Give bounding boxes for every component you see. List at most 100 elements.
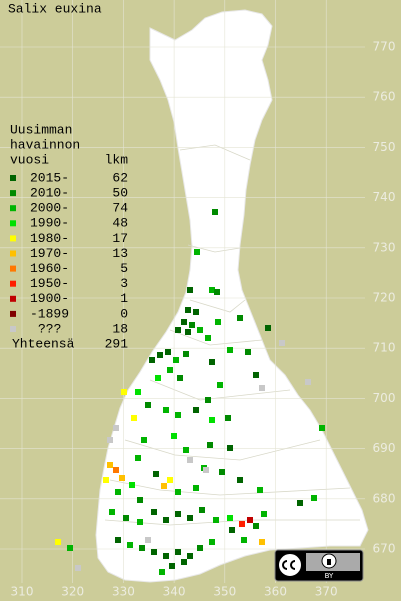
- observation-square: [121, 389, 127, 395]
- observation-square: [187, 287, 193, 293]
- easting-label: 370: [315, 585, 338, 599]
- northing-label: 680: [373, 491, 396, 505]
- by-figure: [327, 559, 331, 565]
- legend-count: 1: [120, 291, 128, 306]
- observation-square: [155, 375, 161, 381]
- observation-square: [137, 519, 143, 525]
- northing-label: 750: [373, 140, 396, 154]
- observation-square: [119, 475, 125, 481]
- observation-square: [175, 489, 181, 495]
- observation-square: [163, 553, 169, 559]
- northing-label: 760: [373, 90, 396, 104]
- observation-square: [261, 511, 267, 517]
- observation-square: [189, 322, 195, 328]
- observation-square: [193, 407, 199, 413]
- observation-square: [113, 467, 119, 473]
- legend-count: 74: [112, 201, 128, 216]
- observation-square: [173, 357, 179, 363]
- observation-square: [185, 307, 191, 313]
- observation-square: [127, 542, 133, 548]
- legend-header: lkm: [105, 152, 129, 167]
- legend-total-label: Yhteensä: [12, 336, 75, 351]
- observation-square: [137, 497, 143, 503]
- observation-square: [115, 537, 121, 543]
- observation-square: [135, 389, 141, 395]
- observation-square: [115, 489, 121, 495]
- observation-square: [215, 319, 221, 325]
- observation-square: [113, 425, 119, 431]
- legend-count: 48: [112, 216, 128, 231]
- observation-square: [193, 485, 199, 491]
- easting-label: 330: [112, 585, 135, 599]
- observation-square: [75, 565, 81, 571]
- observation-square: [193, 309, 199, 315]
- legend-count: 62: [112, 170, 128, 185]
- observation-square: [175, 327, 181, 333]
- easting-label: 310: [11, 585, 34, 599]
- observation-square: [209, 287, 215, 293]
- observation-square: [214, 289, 220, 295]
- observation-square: [107, 437, 113, 443]
- legend-label: ???: [38, 321, 61, 336]
- observation-square: [141, 437, 147, 443]
- observation-square: [167, 367, 173, 373]
- observation-square: [194, 249, 200, 255]
- cc-letters: [282, 560, 296, 570]
- legend-swatch: [10, 190, 16, 197]
- observation-square: [205, 335, 211, 341]
- northing-label: 770: [373, 40, 396, 54]
- legend-count: 13: [112, 246, 128, 261]
- observation-square: [183, 447, 189, 453]
- northing-label: 740: [373, 190, 396, 204]
- observation-square: [241, 537, 247, 543]
- license-badge: BY: [274, 549, 364, 582]
- observation-square: [265, 325, 271, 331]
- observation-square: [109, 509, 115, 515]
- legend-swatch: [10, 175, 16, 181]
- legend-header: Uusimman: [10, 122, 72, 137]
- observation-square: [247, 517, 253, 523]
- legend-label: 1980-: [30, 231, 69, 246]
- observation-square: [187, 457, 193, 463]
- observation-square: [145, 402, 151, 408]
- observation-square: [227, 515, 233, 521]
- badge-text: BY: [325, 572, 334, 580]
- observation-square: [212, 209, 218, 215]
- observation-square: [205, 397, 211, 403]
- observation-square: [227, 445, 233, 451]
- observation-square: [123, 515, 129, 521]
- legend-swatch: [10, 235, 16, 242]
- grid: [0, 0, 365, 583]
- legend-label: 2015-: [30, 170, 69, 185]
- observation-square: [259, 385, 265, 391]
- observation-square: [209, 539, 215, 545]
- observation-square: [151, 549, 157, 555]
- legend-swatch: [10, 310, 16, 317]
- observation-square: [163, 407, 169, 413]
- legend-label: 1990-: [30, 216, 69, 231]
- observation-square: [297, 500, 303, 506]
- observation-square: [213, 517, 219, 523]
- observation-square: [229, 527, 235, 533]
- observation-square: [157, 352, 163, 358]
- legend-label: 1960-: [30, 261, 69, 276]
- legend-swatch: [10, 205, 16, 212]
- easting-label: 340: [163, 585, 186, 599]
- observation-square: [171, 433, 177, 439]
- legend-count: 18: [112, 321, 128, 336]
- observation-square: [319, 425, 325, 431]
- northing-label: 720: [373, 291, 396, 305]
- observation-square: [209, 359, 215, 365]
- observation-square: [107, 462, 113, 468]
- legend-swatch: [10, 265, 16, 272]
- observation-square: [245, 349, 251, 355]
- easting-label: 320: [61, 585, 84, 599]
- observation-square: [177, 375, 183, 381]
- observation-square: [149, 357, 155, 363]
- legend-count: 3: [120, 276, 128, 291]
- observation-square: [67, 545, 73, 551]
- observation-square: [175, 511, 181, 517]
- observation-square: [175, 549, 181, 555]
